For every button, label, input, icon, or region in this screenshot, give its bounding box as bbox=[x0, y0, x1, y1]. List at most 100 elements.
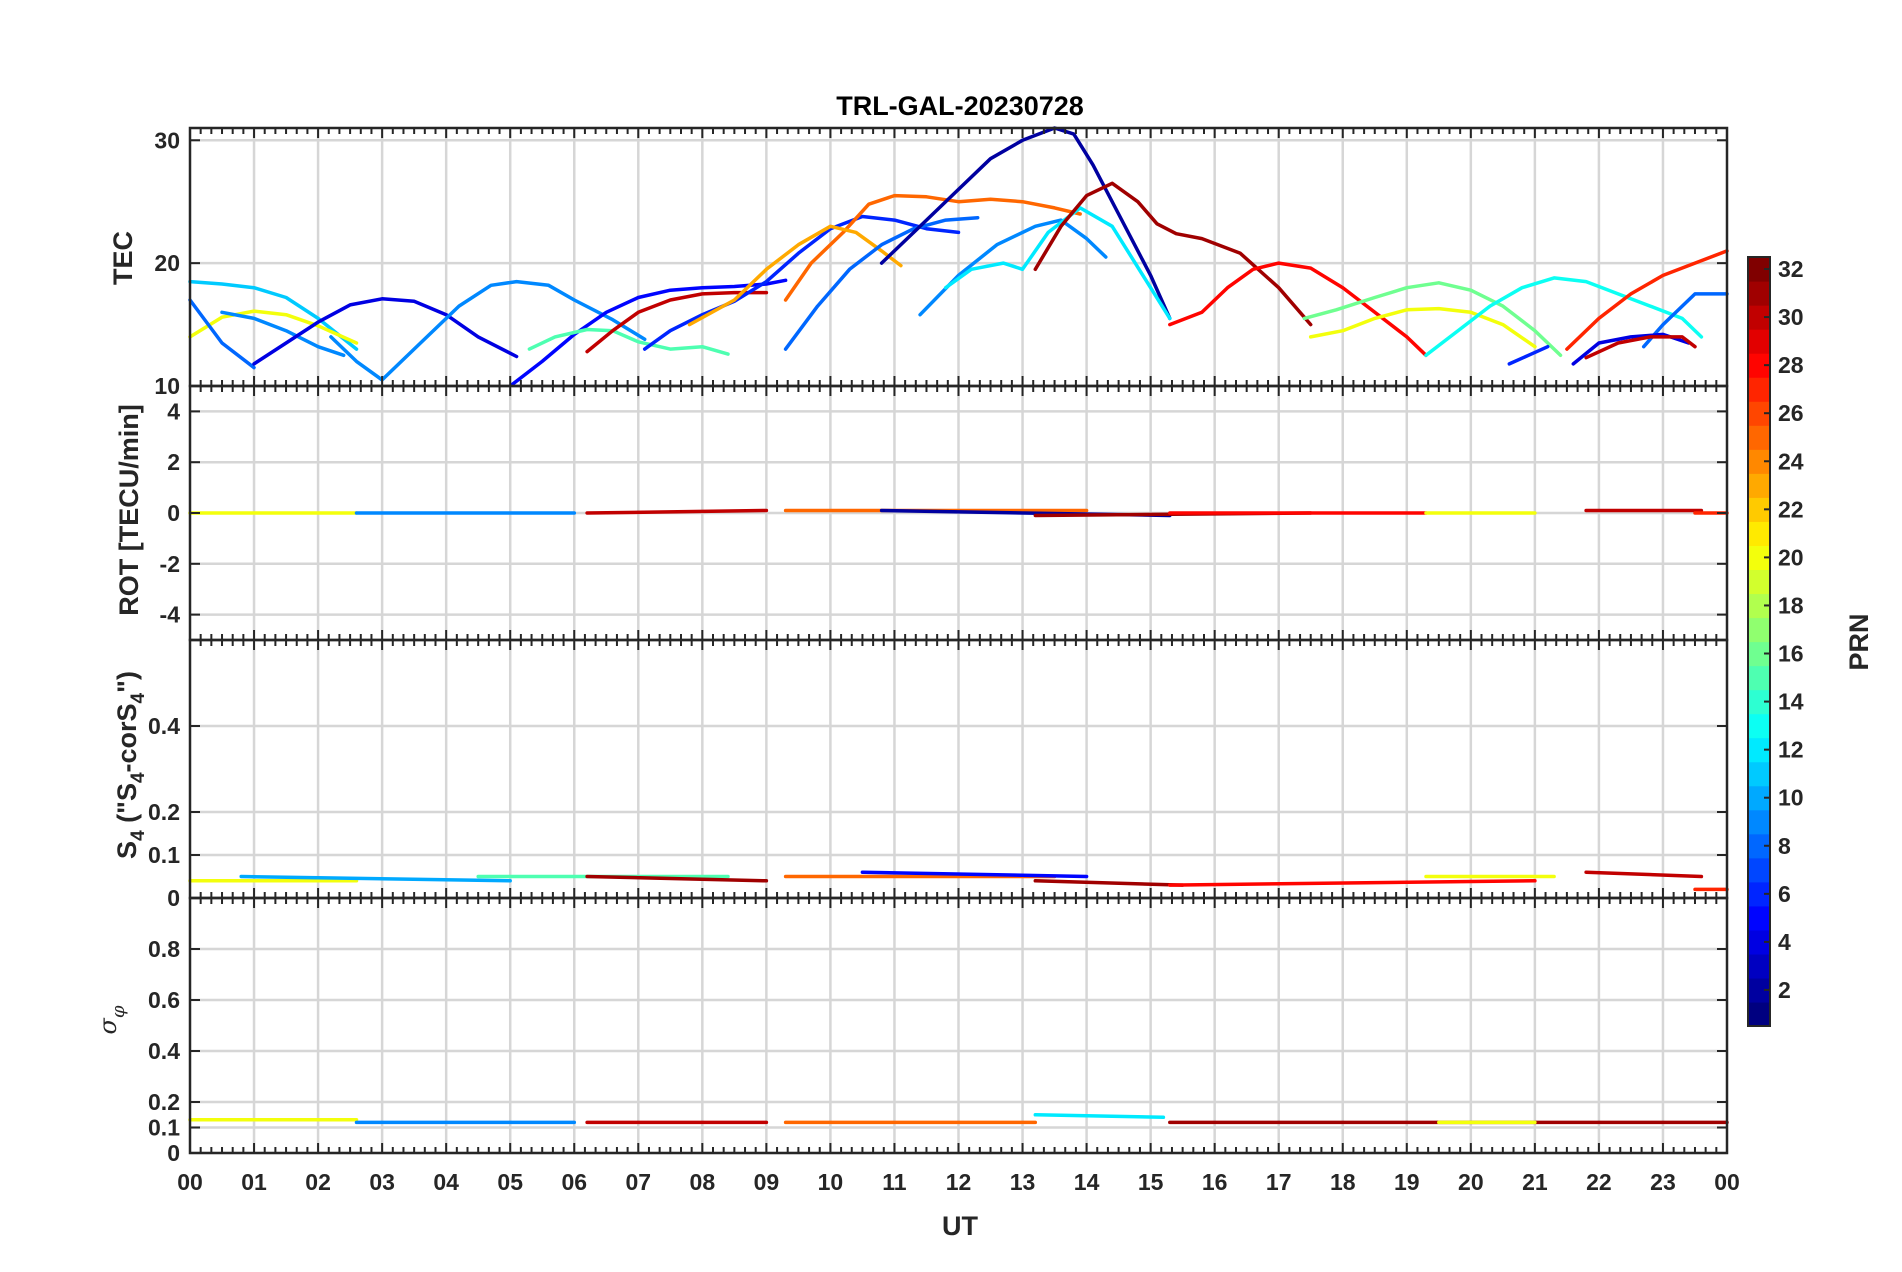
x-tick-label: 08 bbox=[690, 1169, 716, 1195]
tec-series-prn-30 bbox=[1584, 335, 1697, 360]
x-tick-label: 02 bbox=[305, 1169, 331, 1195]
x-tick-label: 06 bbox=[561, 1169, 587, 1195]
s4-ytick-label: 0.2 bbox=[148, 799, 180, 825]
x-tick-label: 03 bbox=[369, 1169, 395, 1195]
colorbar-swatch bbox=[1748, 761, 1770, 787]
tec-series-prn-20 bbox=[1308, 306, 1537, 349]
rot-ytick-label: -2 bbox=[160, 551, 180, 577]
rot-panel: -4 -2 0 2 4 bbox=[160, 384, 1729, 642]
tec-ylabel: TEC bbox=[108, 231, 138, 285]
tec-series-prn-13 bbox=[1424, 276, 1704, 358]
colorbar-swatch bbox=[1748, 977, 1770, 1003]
tec-series-prn-9 bbox=[329, 279, 647, 382]
colorbar-tick-label: 14 bbox=[1778, 689, 1804, 715]
s4-panel: 0 0.1 0.2 0.4 bbox=[148, 638, 1729, 911]
colorbar-tick-label: 26 bbox=[1778, 400, 1804, 426]
colorbar-swatch bbox=[1748, 929, 1770, 955]
rot-ytick-label: 0 bbox=[167, 500, 180, 526]
x-tick-label: 14 bbox=[1074, 1169, 1100, 1195]
colorbar-swatch bbox=[1748, 809, 1770, 835]
x-tick-label: 01 bbox=[241, 1169, 267, 1195]
colorbar-swatch bbox=[1748, 857, 1770, 883]
x-tick-label: 10 bbox=[818, 1169, 844, 1195]
colorbar-swatch bbox=[1748, 425, 1770, 450]
s4-series-prn-10 bbox=[239, 874, 512, 883]
tec-series-prn-31 bbox=[1033, 181, 1313, 327]
rot-ytick-label: -4 bbox=[160, 602, 181, 628]
colorbar-swatch bbox=[1748, 617, 1770, 643]
tec-series-prn-23 bbox=[687, 224, 903, 327]
sigma-phi-panel: 00.10.2 0.4 0.6 0.8 bbox=[148, 896, 1729, 1166]
sigma-phi-ytick-label: 0.8 bbox=[148, 936, 180, 962]
s4-series-prn-28 bbox=[1168, 879, 1537, 887]
tec-panel: 10 20 30 bbox=[154, 126, 1729, 399]
sigma-phi-ytick-label: 0.1 bbox=[148, 1115, 180, 1141]
colorbar-swatch bbox=[1748, 329, 1770, 354]
colorbar-tick-label: 20 bbox=[1778, 544, 1804, 570]
colorbar-tick-label: 2 bbox=[1778, 977, 1791, 1003]
colorbar-swatch bbox=[1748, 353, 1770, 378]
tec-series-prn-20 bbox=[188, 309, 359, 345]
x-tick-label: 00 bbox=[1714, 1169, 1740, 1195]
tec-series-prn-11 bbox=[188, 279, 359, 351]
tec-series-prn-16 bbox=[1302, 281, 1563, 358]
colorbar-swatch bbox=[1748, 449, 1770, 474]
sigma-phi-ytick-label: 0.6 bbox=[148, 987, 180, 1013]
tec-series-prn-4 bbox=[252, 297, 519, 366]
colorbar-swatch bbox=[1748, 665, 1770, 691]
colorbar-swatch bbox=[1748, 377, 1770, 402]
x-tick-label: 23 bbox=[1650, 1169, 1676, 1195]
x-tick-label: 19 bbox=[1394, 1169, 1420, 1195]
colorbar-tick-label: 22 bbox=[1778, 496, 1804, 522]
colorbar-swatch bbox=[1748, 737, 1770, 763]
s4-series-prn-31 bbox=[1033, 879, 1185, 887]
x-tick-label: 05 bbox=[497, 1169, 523, 1195]
tec-series-prn-8 bbox=[783, 215, 980, 351]
colorbar-swatch bbox=[1748, 473, 1770, 498]
colorbar-swatch bbox=[1748, 689, 1770, 715]
colorbar-swatch bbox=[1748, 785, 1770, 811]
s4-series-prn-5 bbox=[860, 870, 1089, 879]
tec-series-prn-27 bbox=[1565, 249, 1729, 351]
x-tick-label: 17 bbox=[1266, 1169, 1292, 1195]
colorbar-label: PRN bbox=[1844, 613, 1874, 670]
s4-ytick-label: 0 bbox=[167, 885, 180, 911]
sigma-phi-ylabel: σφ bbox=[94, 1005, 129, 1034]
colorbar-tick-label: 30 bbox=[1778, 304, 1804, 330]
colorbar-swatch bbox=[1748, 305, 1770, 330]
x-tick-label: 15 bbox=[1138, 1169, 1164, 1195]
colorbar-tick-label: 32 bbox=[1778, 256, 1804, 282]
tec-series-prn-6 bbox=[1507, 344, 1550, 366]
tec-series-prn-30 bbox=[585, 290, 769, 354]
colorbar-swatch bbox=[1748, 833, 1770, 859]
colorbar-tick-label: 28 bbox=[1778, 352, 1804, 378]
tec-series-prn-6 bbox=[642, 214, 961, 351]
x-tick-label: 11 bbox=[882, 1169, 907, 1195]
colorbar-tick-label: 10 bbox=[1778, 785, 1804, 811]
tec-series-prn-9 bbox=[918, 218, 1108, 317]
sigma-phi-ytick-label: 0 bbox=[167, 1140, 180, 1166]
x-tick-label: 09 bbox=[754, 1169, 780, 1195]
sigma-phi-axes-box bbox=[188, 896, 1729, 1155]
tec-ytick-label: 20 bbox=[154, 250, 180, 276]
x-tick-label: 16 bbox=[1202, 1169, 1228, 1195]
colorbar-tick-label: 8 bbox=[1778, 833, 1791, 859]
s4-series-prn-31 bbox=[585, 874, 769, 883]
tec-series-prn-15 bbox=[527, 327, 730, 356]
s4-ytick-label: 0.1 bbox=[148, 842, 180, 868]
s4-ytick-label: 0.4 bbox=[148, 713, 180, 739]
chart-title: TRL-GAL-20230728 bbox=[836, 91, 1084, 121]
colorbar-swatch bbox=[1748, 953, 1770, 979]
tec-ytick-label: 10 bbox=[154, 373, 180, 399]
s4-series-prn-30 bbox=[1584, 870, 1704, 879]
colorbar-swatch bbox=[1748, 905, 1770, 931]
tec-series-prn-8 bbox=[188, 298, 256, 370]
tec-series-prn-12 bbox=[943, 206, 1172, 321]
colorbar-swatch bbox=[1748, 881, 1770, 907]
tec-series-prn-25 bbox=[783, 193, 1082, 302]
x-axis-ticks: 00 01 02 03 04 05 06 07 08 09 10 11 12 13 14 15 16 17 18 19… bbox=[177, 1169, 1740, 1195]
x-tick-label: 00 bbox=[177, 1169, 203, 1195]
colorbar-swatch bbox=[1748, 713, 1770, 739]
